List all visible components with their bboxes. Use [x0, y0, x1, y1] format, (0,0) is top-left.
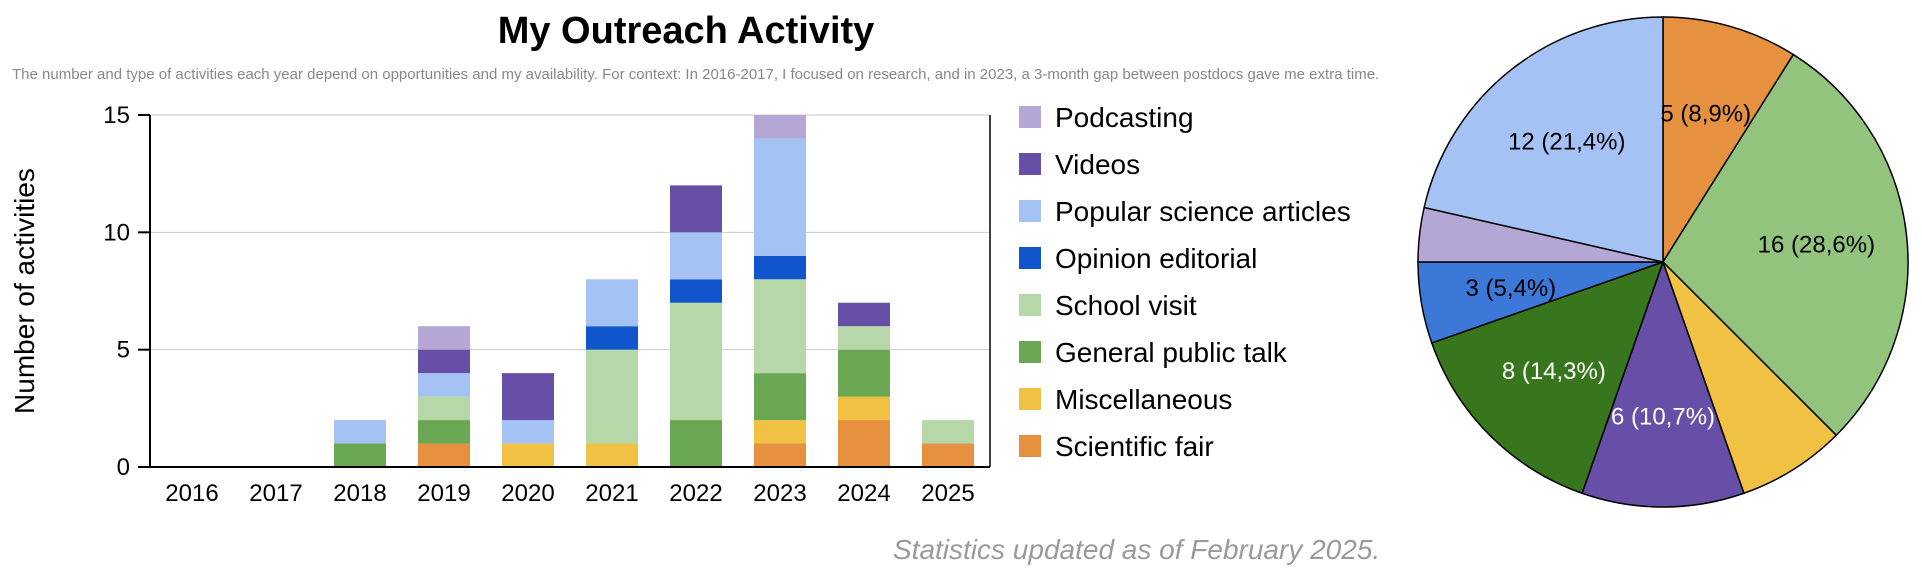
bar-segment: [754, 115, 806, 139]
bar-segment: [586, 279, 638, 327]
x-tick-label: 2018: [333, 480, 386, 507]
legend-swatch: [1019, 153, 1041, 175]
bar-segment: [838, 420, 890, 467]
bar-segment: [502, 443, 554, 467]
pie-slice-label: 8 (14,3%): [1502, 358, 1606, 385]
bar-segment: [418, 420, 470, 444]
bar-segment: [418, 373, 470, 397]
y-tick-label: 10: [103, 219, 130, 246]
bar-segment: [754, 279, 806, 374]
legend-swatch: [1019, 435, 1041, 457]
bar-segment: [670, 232, 722, 280]
y-tick-label: 15: [103, 102, 130, 129]
legend-swatch: [1019, 341, 1041, 363]
bar-segment: [586, 443, 638, 467]
x-tick-label: 2020: [501, 480, 554, 507]
pie-slice: [1430, 260, 1665, 495]
chart-subtitle: The number and type of activities each y…: [12, 66, 1380, 83]
bar-segment: [502, 420, 554, 444]
legend-label: Miscellaneous: [1055, 384, 1232, 415]
bar-segment: [670, 185, 722, 233]
pie-slice: [1423, 16, 1664, 263]
bar-segment: [670, 279, 722, 303]
bar-segment: [922, 420, 974, 444]
pie-slice-label: 12 (21,4%): [1508, 128, 1625, 155]
bar-segment: [754, 255, 806, 280]
pie-slice: [1581, 259, 1745, 508]
y-tick-label: 5: [117, 337, 130, 364]
bar-segment: [670, 302, 722, 421]
legend-label: General public talk: [1055, 337, 1288, 368]
pie-slice-label: 3 (5,4%): [1465, 275, 1556, 302]
legend-label: Opinion editorial: [1055, 243, 1257, 274]
legend-label: School visit: [1055, 290, 1197, 321]
bar-segment: [838, 326, 890, 350]
bar-segment: [922, 443, 974, 467]
y-axis-label: Number of activities: [9, 168, 40, 414]
x-tick-label: 2023: [753, 480, 806, 507]
stacked-bar-chart: 0 5 10 15 2016 2017 2018 2019 2020 2021 2022 2023 20…: [9, 102, 1351, 507]
legend-label: Popular science articles: [1055, 196, 1351, 227]
y-tick-label: 0: [117, 454, 130, 481]
bar-segment: [418, 326, 470, 350]
bar-segment: [418, 443, 470, 467]
x-tick-label: 2024: [837, 480, 890, 507]
bar-segment: [418, 396, 470, 421]
legend-swatch: [1019, 388, 1041, 410]
bar-segment: [754, 138, 806, 256]
legend-swatch: [1019, 106, 1041, 128]
bar-segment: [502, 373, 554, 421]
x-tick-label: 2022: [669, 480, 722, 507]
bar-segment: [334, 443, 386, 467]
x-tick-label: 2019: [417, 480, 470, 507]
bar-segment: [754, 373, 806, 421]
bar-segment: [838, 302, 890, 327]
bar-segment: [586, 326, 638, 350]
pie-slice-label: 5 (8,9%): [1660, 101, 1751, 128]
pie-slice: [1662, 53, 1909, 437]
pie-chart: 5 (8,9%) 16 (28,6%) 6 (10,7%)8 (14,3%) 3 (5…: [1417, 16, 1909, 508]
x-tick-label: 2017: [249, 480, 302, 507]
pie-slice: [1662, 16, 1795, 265]
pie-slice-label: 6 (10,7%): [1611, 403, 1715, 430]
legend-swatch: [1019, 247, 1041, 269]
x-tick-label: 2016: [165, 480, 218, 507]
x-tick-label: 2025: [921, 480, 974, 507]
legend-swatch: [1019, 294, 1041, 316]
bar-segment: [670, 420, 722, 467]
bar-segment: [838, 396, 890, 421]
x-tick-label: 2021: [585, 480, 638, 507]
bar-segment: [838, 349, 890, 397]
bar-segment: [334, 420, 386, 444]
stats-footnote: Statistics updated as of February 2025.: [893, 534, 1381, 565]
legend-label: Videos: [1055, 149, 1140, 180]
legend-label: Podcasting: [1055, 102, 1194, 133]
legend-swatch: [1019, 200, 1041, 222]
bar-segment: [754, 443, 806, 467]
pie-slice: [1662, 261, 1838, 495]
pie-slice-label: 16 (28,6%): [1758, 232, 1875, 259]
bar-segment: [418, 349, 470, 374]
bar-segment: [586, 349, 638, 444]
chart-title: My Outreach Activity: [497, 10, 875, 52]
legend-label: Scientific fair: [1055, 431, 1214, 462]
bar-segment: [754, 420, 806, 444]
